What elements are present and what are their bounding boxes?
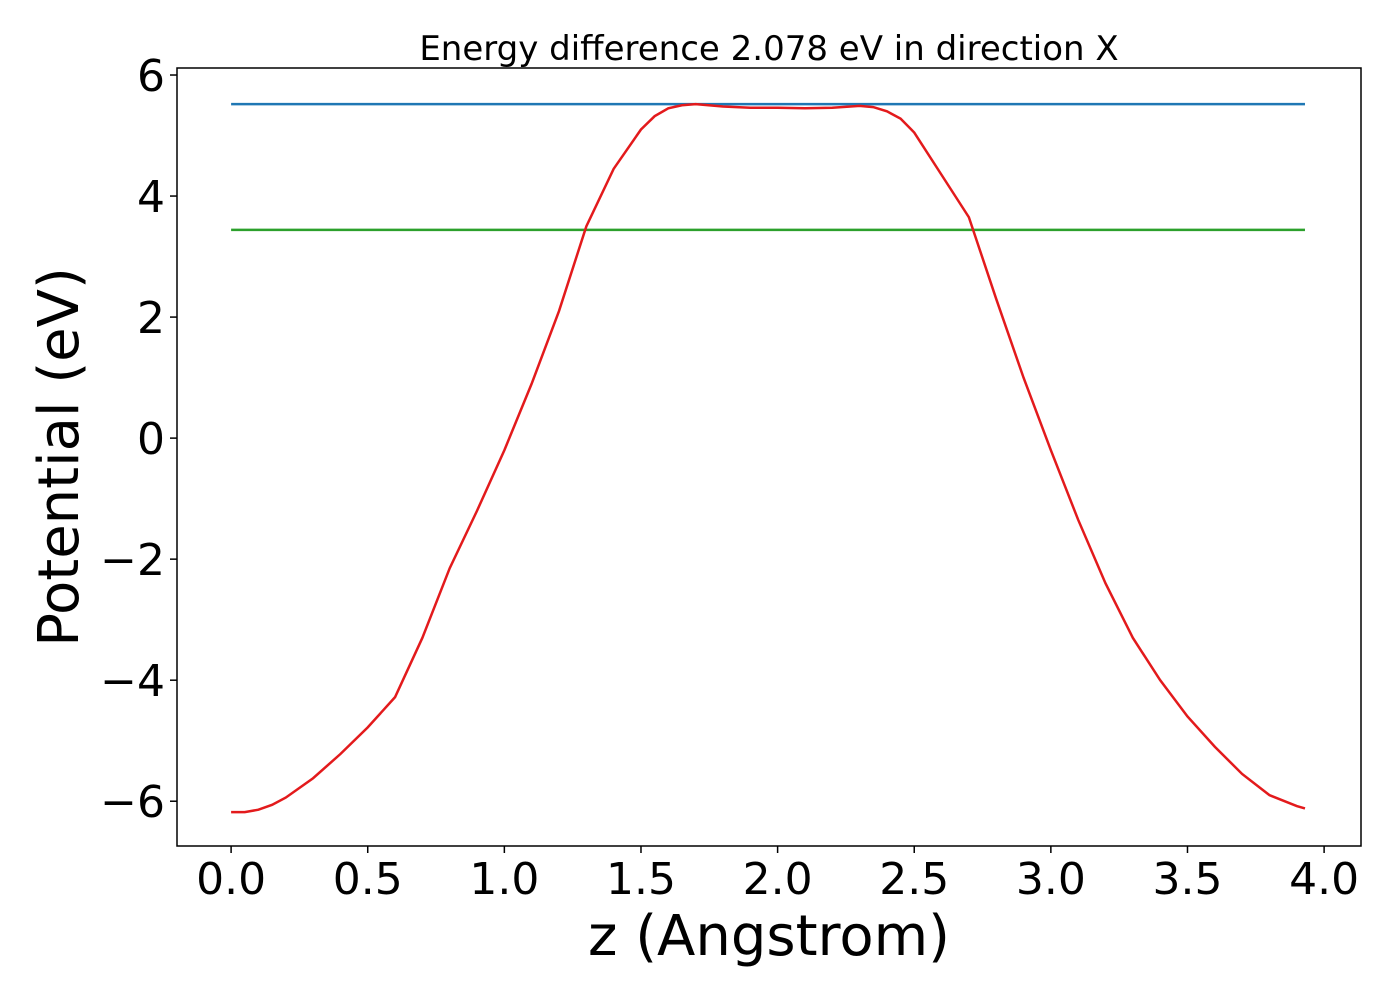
x-tick-label: 0.5: [333, 854, 403, 905]
y-tick-label: −6: [100, 777, 165, 828]
x-tick-label: 2.5: [879, 854, 949, 905]
x-tick-label: 1.0: [469, 854, 539, 905]
x-tick-label: 4.0: [1289, 854, 1359, 905]
y-tick-label: 0: [137, 414, 165, 465]
y-tick-label: 6: [137, 51, 165, 102]
y-tick-label: 2: [137, 293, 165, 344]
x-axis-label: z (Angstrom): [588, 904, 950, 969]
x-tick-label: 1.5: [606, 854, 676, 905]
y-tick-label: −2: [100, 535, 165, 586]
data-line: [231, 102, 1306, 814]
y-tick-label: 4: [137, 172, 165, 223]
chart-title: Energy difference 2.078 eV in direction …: [419, 29, 1118, 69]
y-tick-label: −4: [100, 656, 165, 707]
x-tick-label: 0.0: [196, 854, 266, 905]
y-axis-label: Potential (eV): [27, 267, 92, 647]
x-tick-label: 3.5: [1152, 854, 1222, 905]
x-tick-label: 2.0: [743, 854, 813, 905]
plot-frame: [176, 67, 1362, 847]
x-tick-label: 3.0: [1016, 854, 1086, 905]
